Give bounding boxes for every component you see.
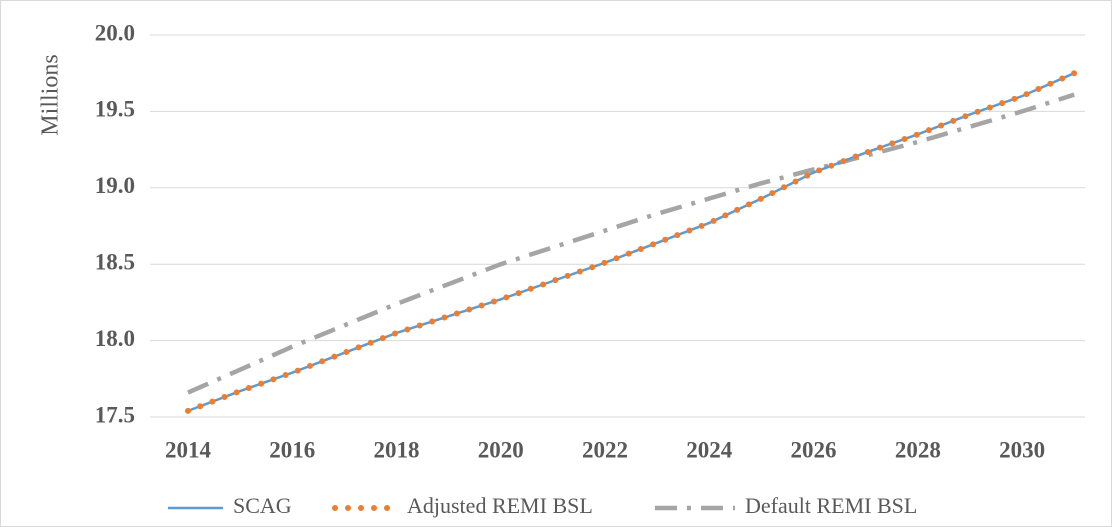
x-tick-label: 2028 <box>895 437 941 462</box>
y-tick-label: 17.5 <box>95 402 135 427</box>
legend-label: SCAG <box>233 493 292 518</box>
y-tick-label: 18.0 <box>95 326 135 351</box>
y-tick-label: 18.5 <box>95 249 135 274</box>
series-line <box>185 70 1078 414</box>
y-tick-label: 19.0 <box>95 173 135 198</box>
x-tick-label: 2018 <box>374 437 420 462</box>
y-axis-label: Millions <box>38 54 64 135</box>
x-tick-label: 2020 <box>478 437 524 462</box>
legend-label: Default REMI BSL <box>745 493 917 518</box>
y-tick-label: 19.5 <box>95 97 135 122</box>
y-tick-label: 20.0 <box>95 20 135 45</box>
series-line <box>187 92 1075 395</box>
x-tick-label: 2014 <box>165 437 212 462</box>
x-tick-label: 2026 <box>791 437 837 462</box>
x-tick-label: 2022 <box>582 437 628 462</box>
legend-label: Adjusted REMI BSL <box>407 493 593 518</box>
x-tick-label: 2030 <box>999 437 1045 462</box>
x-tick-label: 2024 <box>686 437 733 462</box>
x-tick-label: 2016 <box>269 437 315 462</box>
